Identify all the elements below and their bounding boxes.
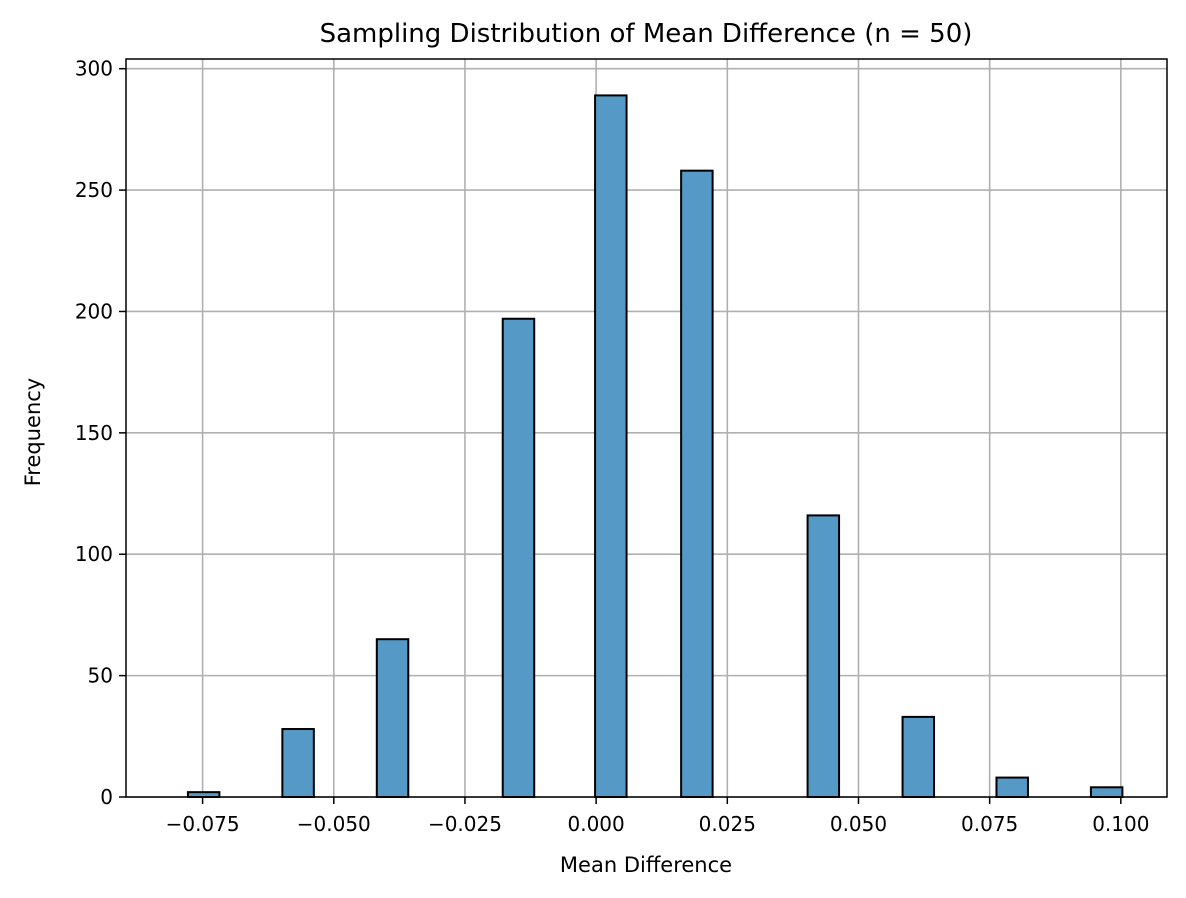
- x-axis-ticks: −0.075 −0.050 −0.025 0.000 0.025 0.050 0.075 0.…: [166, 797, 1149, 836]
- histogram-bar: [680, 169, 714, 798]
- y-tick-label: 200: [75, 299, 113, 323]
- x-tick-label: 0.050: [830, 812, 887, 836]
- x-tick-label: −0.075: [166, 812, 240, 836]
- y-tick-label: 150: [75, 421, 113, 445]
- histogram-bars: [186, 94, 1124, 799]
- histogram-bar: [375, 638, 410, 798]
- x-tick-label: −0.050: [297, 812, 371, 836]
- y-tick-label: 50: [88, 664, 113, 688]
- histogram-bar: [594, 94, 628, 798]
- y-tick-label: 250: [75, 178, 113, 202]
- x-tick-label: 0.025: [699, 812, 756, 836]
- plot-frame: [125, 58, 1168, 798]
- x-axis-label: Mean Difference: [560, 853, 732, 877]
- histogram-bar: [501, 317, 536, 798]
- histogram-bar: [901, 715, 936, 799]
- histogram-bar: [1089, 786, 1124, 799]
- y-tick-label: 300: [75, 57, 113, 81]
- histogram-bar: [281, 728, 315, 798]
- y-tick-label: 100: [75, 542, 113, 566]
- x-tick-label: 0.100: [1092, 812, 1149, 836]
- y-tick-label: 0: [100, 785, 113, 809]
- y-axis-ticks: 0 50 100 150 200 250 300: [75, 57, 126, 809]
- chart-title: Sampling Distribution of Mean Difference…: [320, 19, 973, 49]
- histogram-bar: [995, 776, 1029, 798]
- x-tick-label: 0.075: [961, 812, 1018, 836]
- histogram-bar: [806, 514, 841, 798]
- x-tick-label: 0.000: [567, 812, 624, 836]
- grid-lines: [126, 59, 1167, 798]
- y-axis-label: Frequency: [21, 378, 45, 487]
- x-tick-label: −0.025: [428, 812, 502, 836]
